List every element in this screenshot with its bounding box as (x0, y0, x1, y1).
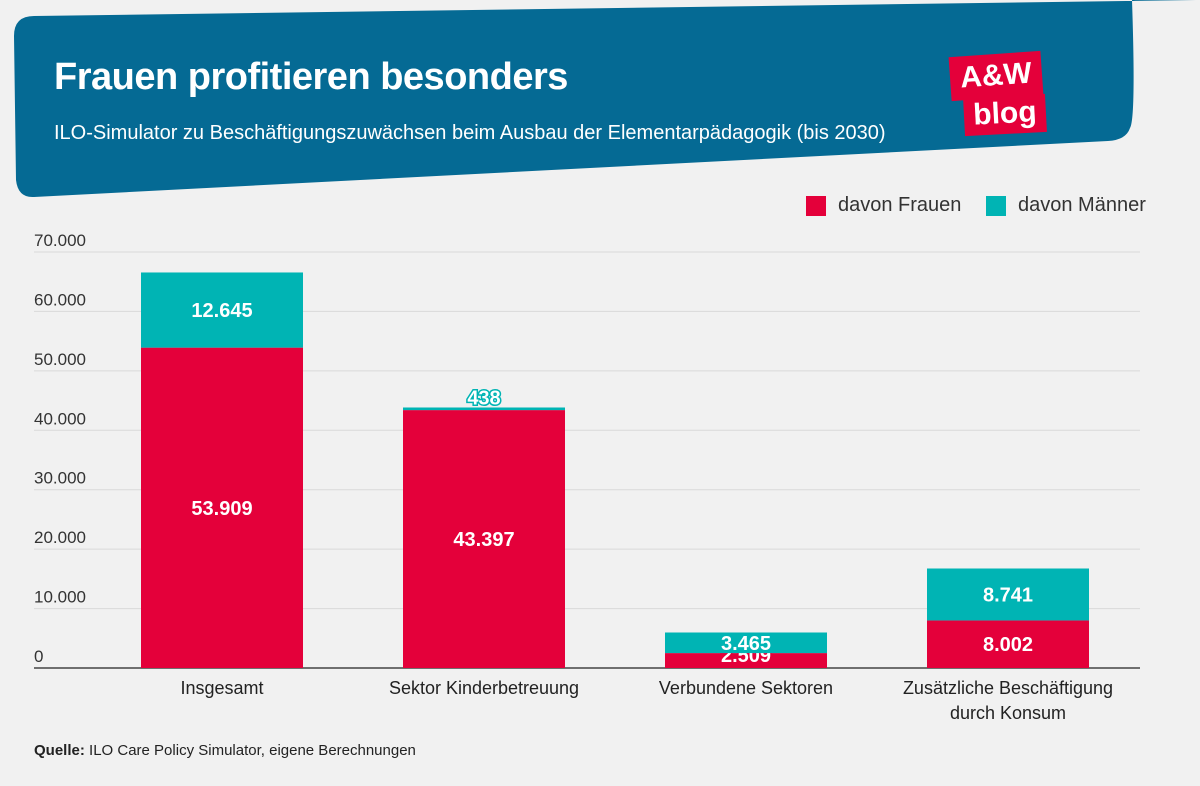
x-tick-label: Verbundene Sektoren (659, 678, 833, 698)
legend-swatch-maenner (986, 195, 1006, 216)
y-tick-label: 30.000 (34, 469, 86, 488)
y-tick-label: 60.000 (34, 290, 86, 309)
y-tick-label: 50.000 (34, 350, 86, 369)
x-tick-label: Insgesamt (180, 678, 263, 698)
legend-item-maenner: davon Männer (986, 194, 1146, 217)
y-tick-label: 20.000 (34, 528, 86, 547)
legend-item-frauen: davon Frauen (806, 194, 961, 217)
y-tick-label: 0 (34, 647, 43, 666)
bar-segment-frauen (141, 347, 303, 668)
bar-segment-maenner (141, 272, 303, 348)
header-banner (14, 0, 1200, 198)
data-label: 8.741 (983, 584, 1033, 606)
source-label: Quelle: (34, 742, 85, 759)
source-text: ILO Care Policy Simulator, eigene Berech… (89, 742, 416, 759)
x-tick-label: durch Konsum (950, 703, 1066, 723)
y-tick-label: 70.000 (34, 231, 86, 250)
bar-segment-frauen (403, 410, 565, 668)
data-label: 53.909 (191, 498, 252, 520)
data-label: 438 (467, 387, 500, 409)
y-tick-label: 40.000 (34, 409, 86, 428)
data-label: 43.397 (453, 529, 514, 551)
x-tick-label: Zusätzliche Beschäftigung (903, 678, 1113, 698)
page-title: Frauen profitieren besonders (54, 56, 568, 98)
x-tick-label: Sektor Kinderbetreuung (389, 678, 579, 698)
bar-segment-maenner (927, 568, 1089, 621)
bar-segment-frauen (927, 620, 1089, 668)
legend-swatch-frauen (806, 195, 826, 216)
data-label: 12.645 (191, 300, 252, 322)
bar-segment-maenner (665, 632, 827, 654)
legend-label-frauen: davon Frauen (838, 194, 962, 216)
y-tick-label: 10.000 (34, 588, 86, 607)
data-label: 8.002 (983, 634, 1033, 656)
bar-segment-maenner (403, 407, 565, 411)
source-note: Quelle: ILO Care Policy Simulator, eigen… (34, 742, 416, 759)
page-subtitle: ILO-Simulator zu Beschäftigungszuwächsen… (54, 122, 886, 144)
data-label: 3.465 (721, 633, 771, 655)
bar-segment-frauen (665, 653, 827, 668)
legend-label-maenner: davon Männer (1018, 194, 1146, 216)
